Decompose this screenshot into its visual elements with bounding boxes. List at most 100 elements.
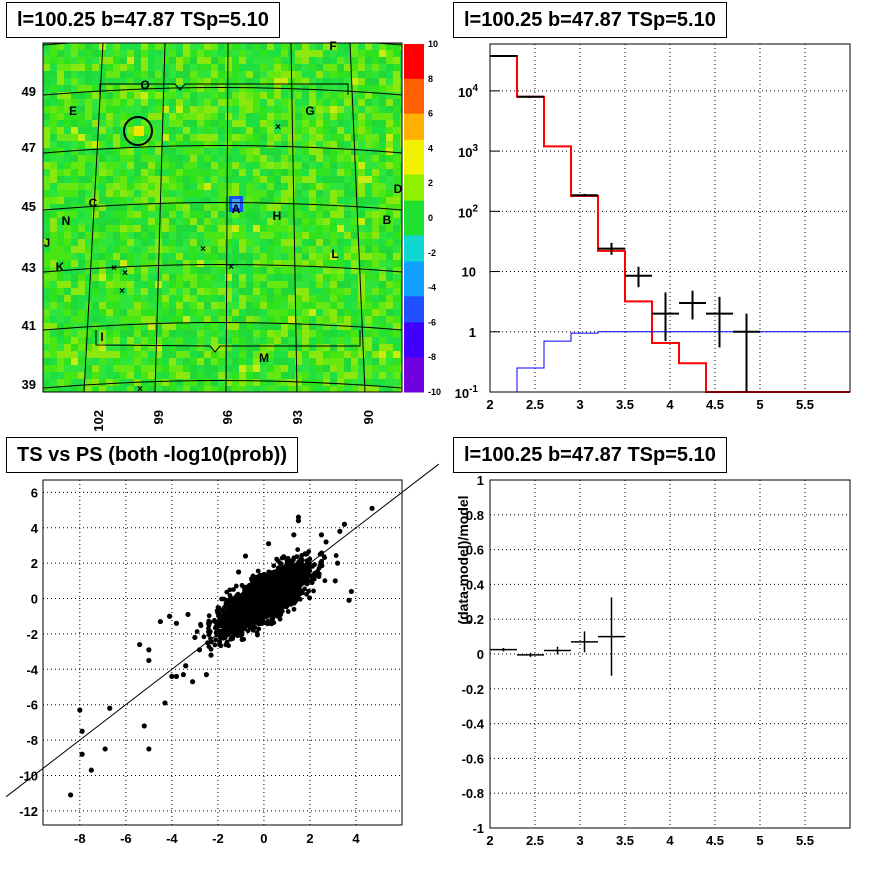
heatmap-cell (274, 197, 281, 204)
heatmap-cell (85, 71, 92, 78)
region-label-g: G (305, 104, 314, 118)
heatmap-cell (379, 57, 386, 64)
heatmap-cell (295, 330, 302, 337)
heatmap-cell (253, 386, 260, 392)
heatmap-cell (141, 260, 148, 267)
heatmap-cell (386, 309, 393, 316)
heatmap-cell (260, 232, 267, 239)
heatmap-cell (155, 330, 162, 337)
heatmap-cell (372, 169, 379, 176)
heatmap-cell (351, 337, 358, 344)
heatmap-cell (204, 197, 211, 204)
heatmap-cell (92, 127, 99, 134)
heatmap-cell (134, 372, 141, 379)
heatmap-cell (218, 78, 225, 85)
heatmap-cell (225, 267, 232, 274)
heatmap-cell (92, 85, 99, 92)
heatmap-cell (344, 225, 351, 232)
heatmap-cell (337, 218, 344, 225)
heatmap-cell (302, 176, 309, 183)
colorbar-cell (404, 313, 424, 323)
heatmap-cell (365, 218, 372, 225)
heatmap-cell (253, 267, 260, 274)
heatmap-cell (288, 309, 295, 316)
heatmap-cell (246, 281, 253, 288)
heatmap-cell (162, 295, 169, 302)
heatmap-cell (323, 330, 330, 337)
heatmap-cell (155, 218, 162, 225)
heatmap-cell (295, 197, 302, 204)
heatmap-cell (260, 183, 267, 190)
heatmap-cell (162, 113, 169, 120)
heatmap-cell (246, 260, 253, 267)
heatmap-cell (43, 372, 50, 379)
heatmap-cell (197, 351, 204, 358)
scatter-point (239, 637, 245, 643)
heatmap-cell (211, 323, 218, 330)
heatmap-cell (281, 78, 288, 85)
heatmap-cell (330, 386, 337, 392)
heatmap-cell (302, 225, 309, 232)
heatmap-cell (127, 127, 134, 134)
colorbar-cell (404, 374, 424, 384)
heatmap-cell (260, 85, 267, 92)
scatter-point (333, 553, 339, 558)
heatmap-cell (246, 155, 253, 162)
heatmap-cell (372, 288, 379, 295)
colorbar-cell (404, 61, 424, 71)
heatmap-cell (162, 204, 169, 211)
heatmap-cell (225, 239, 232, 246)
heatmap-cell (169, 71, 176, 78)
heatmap-cell (197, 372, 204, 379)
heatmap-cell (239, 330, 246, 337)
heatmap-cell (260, 337, 267, 344)
heatmap-cell (246, 50, 253, 57)
heatmap-cell (337, 232, 344, 239)
heatmap-cell (365, 99, 372, 106)
heatmap-cell (218, 379, 225, 386)
heatmap-cell (295, 358, 302, 365)
heatmap-cell (71, 351, 78, 358)
heatmap-cell (281, 323, 288, 330)
heatmap-cell (400, 120, 402, 127)
heatmap-cell (57, 162, 64, 169)
heatmap-cell (120, 316, 127, 323)
heatmap-cell (92, 365, 99, 372)
heatmap-cell (78, 246, 85, 253)
heatmap-cell (344, 218, 351, 225)
heatmap-cell (127, 232, 134, 239)
heatmap-cell (379, 309, 386, 316)
heatmap-cell (386, 365, 393, 372)
heatmap-cell (78, 134, 85, 141)
heatmap-cell (281, 232, 288, 239)
heatmap-cell (127, 351, 134, 358)
scatter-point (219, 596, 225, 602)
heatmap-cell (183, 183, 190, 190)
heatmap-cell (239, 274, 246, 281)
heatmap-cell (246, 337, 253, 344)
heatmap-cell (204, 113, 211, 120)
heatmap-cell (386, 232, 393, 239)
heatmap-cell (260, 190, 267, 197)
heatmap-cell (190, 92, 197, 99)
heatmap-cell (106, 57, 113, 64)
heatmap-cell (288, 169, 295, 176)
heatmap-cell (197, 50, 204, 57)
heatmap-cell (281, 260, 288, 267)
heatmap-cell (162, 43, 169, 50)
heatmap-cell (141, 106, 148, 113)
heatmap-cell (358, 148, 365, 155)
heatmap-cell (148, 169, 155, 176)
heatmap-cell (50, 316, 57, 323)
heatmap-cell (232, 99, 239, 106)
heatmap-cell (141, 267, 148, 274)
heatmap-cell (183, 267, 190, 274)
heatmap-cell (148, 197, 155, 204)
heatmap-cell (106, 260, 113, 267)
heatmap-cell (162, 386, 169, 392)
heatmap-cell (64, 71, 71, 78)
heatmap-cell (43, 218, 50, 225)
heatmap-cell (85, 211, 92, 218)
heatmap-cell (330, 183, 337, 190)
heatmap-cell (323, 183, 330, 190)
